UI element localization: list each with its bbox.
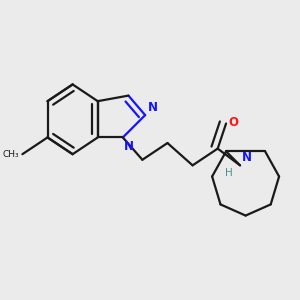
Text: N: N — [242, 151, 251, 164]
Text: CH₃: CH₃ — [3, 150, 20, 159]
Text: O: O — [229, 116, 239, 129]
Text: H: H — [225, 168, 233, 178]
Text: N: N — [148, 101, 158, 114]
Text: N: N — [124, 140, 134, 153]
